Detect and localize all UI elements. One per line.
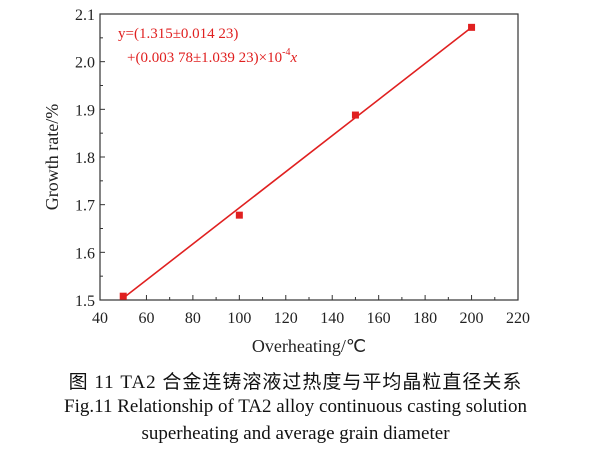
x-tick-label: 120 xyxy=(274,310,298,327)
y-tick-label: 1.9 xyxy=(75,102,95,119)
y-axis-title: Growth rate/% xyxy=(42,104,62,210)
y-tick-label: 2.1 xyxy=(75,7,95,24)
y-tick-label: 1.7 xyxy=(75,198,95,215)
equation-exponent: -4 xyxy=(282,47,290,58)
y-tick-label: 1.8 xyxy=(75,150,95,167)
data-point xyxy=(235,211,243,219)
x-tick-label: 100 xyxy=(227,310,251,327)
equation-line-1: y=(1.315±0.014 23) xyxy=(118,26,238,42)
fit-line xyxy=(122,26,473,299)
x-tick-label: 200 xyxy=(460,310,484,327)
data-point xyxy=(351,111,359,119)
data-points xyxy=(119,23,476,300)
caption-english-line-1: Fig.11 Relationship of TA2 alloy continu… xyxy=(64,396,527,417)
caption-chinese: 图 11 TA2 合金连铸溶液过热度与平均晶粒直径关系 xyxy=(68,372,523,393)
fit-line-group xyxy=(122,26,473,299)
y-tick-label: 1.6 xyxy=(75,245,95,262)
chart: 40 60 80 100 120 140 160 180 200 220 1.5 1.6 1.7 1.8… xyxy=(42,7,530,356)
x-tick-label: 140 xyxy=(320,310,344,327)
equation-variable: x xyxy=(290,50,298,66)
y-tick-label: 2.0 xyxy=(75,55,95,72)
x-tick-label: 160 xyxy=(367,310,391,327)
x-axis: 40 60 80 100 120 140 160 180 200 220 xyxy=(92,295,530,327)
caption-english-line-2: superheating and average grain diameter xyxy=(141,423,450,444)
data-point xyxy=(468,23,476,31)
y-axis: 1.5 1.6 1.7 1.8 1.9 2.0 2.1 xyxy=(75,7,105,310)
y-tick-label: 1.5 xyxy=(75,293,95,310)
x-tick-label: 220 xyxy=(506,310,530,327)
x-axis-title: Overheating/℃ xyxy=(252,336,366,356)
equation-line-2-main: +(0.003 78±1.039 23)×10 xyxy=(127,50,282,66)
x-tick-label: 180 xyxy=(413,310,437,327)
data-point xyxy=(119,292,127,300)
equation-line-2: +(0.003 78±1.039 23)×10-4x xyxy=(127,47,298,66)
x-tick-label: 40 xyxy=(92,310,108,327)
x-tick-label: 80 xyxy=(185,310,201,327)
x-tick-label: 60 xyxy=(138,310,154,327)
